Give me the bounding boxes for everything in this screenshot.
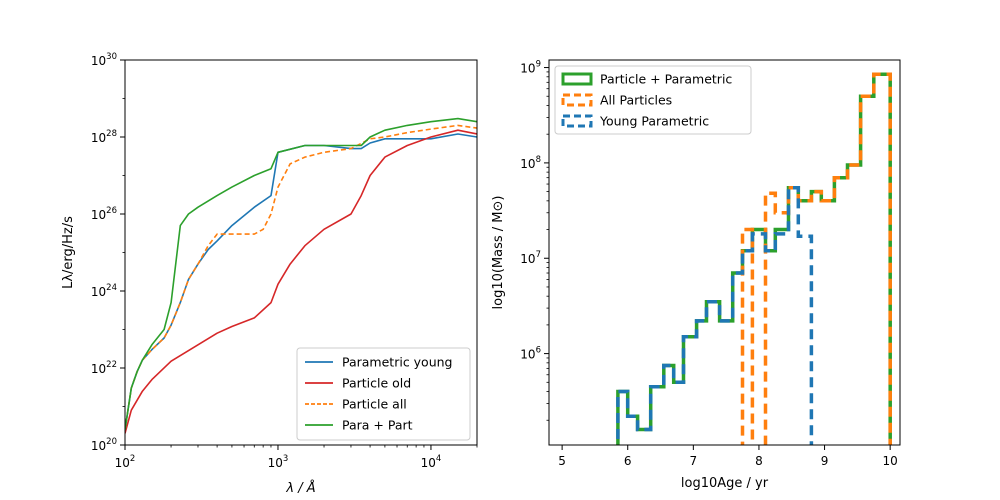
y-tick-label-2: 1024 <box>91 283 117 299</box>
series-line-3 <box>125 117 477 430</box>
x-axis-label: log10Age / yr <box>681 476 769 491</box>
plot-frame <box>548 59 901 446</box>
y-tick-label-0: 106 <box>520 346 541 362</box>
x-tick-label-5: 10 <box>883 454 898 468</box>
x-tick-label-1: 103 <box>268 454 289 470</box>
legend-label-0: Parametric young <box>342 355 453 370</box>
y-tick-label-1: 1022 <box>91 360 117 376</box>
legend-swatch-2 <box>561 114 593 128</box>
legend-label-0: Particle + Parametric <box>600 72 732 87</box>
x-tick-label-2: 7 <box>690 454 698 468</box>
y-axis-label: Lλ/erg/Hz/s <box>61 216 76 289</box>
x-tick-label-3: 8 <box>755 454 763 468</box>
x-tick-label-1: 6 <box>624 454 632 468</box>
series-group <box>125 117 477 434</box>
legend-label-1: All Particles <box>600 93 672 108</box>
histogram-series-2 <box>616 185 814 445</box>
y-tick-label-4: 1028 <box>91 129 117 145</box>
y-tick-label-0: 1020 <box>91 437 117 453</box>
legend-label-3: Para + Part <box>342 418 413 433</box>
sfh-panel: 5 6 7 8 9 10 106 107 108 109 log10Age / yr log10(Ma… <box>491 59 901 491</box>
x-tick-label-0: 5 <box>558 454 566 468</box>
histogram-group <box>616 72 892 445</box>
sed-panel: 102 103 104 1020 1022 1024 1026 1028 1030 λ / Å Lλ… <box>61 52 478 496</box>
series-line-2 <box>125 124 477 430</box>
x-tick-label-4: 9 <box>821 454 829 468</box>
x-axis-label: λ / Å <box>285 480 315 496</box>
y-tick-label-2: 108 <box>520 155 541 171</box>
legend-label-1: Particle old <box>342 376 411 391</box>
legend-label-2: Particle all <box>342 397 407 412</box>
y-tick-label-3: 109 <box>520 60 541 76</box>
y-tick-label-3: 1026 <box>91 206 117 222</box>
legend-box <box>296 347 471 441</box>
series-line-1 <box>125 129 477 434</box>
legend-swatch-0 <box>561 72 593 86</box>
legend-box <box>554 65 752 135</box>
y-axis-label: log10(Mass / M⊙) <box>491 196 506 310</box>
legend-swatch-1 <box>561 93 593 107</box>
x-tick-label-0: 102 <box>115 454 136 470</box>
legend-label-2: Young Parametric <box>599 114 709 129</box>
y-tick-label-5: 1030 <box>91 52 117 68</box>
histogram-series-1 <box>740 72 892 445</box>
x-tick-label-2: 104 <box>421 454 442 470</box>
y-tick-label-1: 107 <box>520 250 541 266</box>
